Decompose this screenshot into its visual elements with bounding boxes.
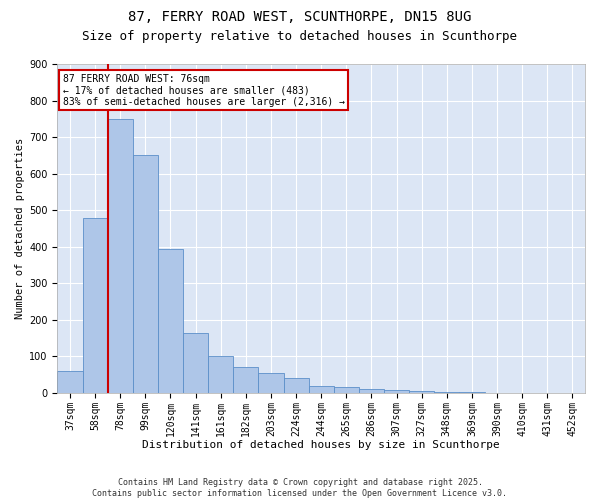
Bar	[58, 371, 83, 393]
Bar	[409, 391, 434, 393]
Text: 87 FERRY ROAD WEST: 76sqm
← 17% of detached houses are smaller (483)
83% of semi: 87 FERRY ROAD WEST: 76sqm ← 17% of detac…	[62, 74, 344, 107]
Bar	[259, 373, 284, 393]
Bar	[434, 392, 460, 393]
Bar	[460, 392, 485, 393]
Bar	[107, 119, 133, 393]
Bar	[158, 248, 183, 393]
Bar	[133, 156, 158, 393]
Bar	[384, 390, 409, 393]
Bar	[308, 386, 334, 393]
Bar	[183, 332, 208, 393]
Text: 87, FERRY ROAD WEST, SCUNTHORPE, DN15 8UG: 87, FERRY ROAD WEST, SCUNTHORPE, DN15 8U…	[128, 10, 472, 24]
Text: Size of property relative to detached houses in Scunthorpe: Size of property relative to detached ho…	[83, 30, 517, 43]
X-axis label: Distribution of detached houses by size in Scunthorpe: Distribution of detached houses by size …	[142, 440, 500, 450]
Y-axis label: Number of detached properties: Number of detached properties	[15, 138, 25, 319]
Bar	[233, 368, 259, 393]
Bar	[208, 356, 233, 393]
Text: Contains HM Land Registry data © Crown copyright and database right 2025.
Contai: Contains HM Land Registry data © Crown c…	[92, 478, 508, 498]
Bar	[334, 388, 359, 393]
Bar	[284, 378, 308, 393]
Bar	[359, 388, 384, 393]
Bar	[83, 218, 107, 393]
